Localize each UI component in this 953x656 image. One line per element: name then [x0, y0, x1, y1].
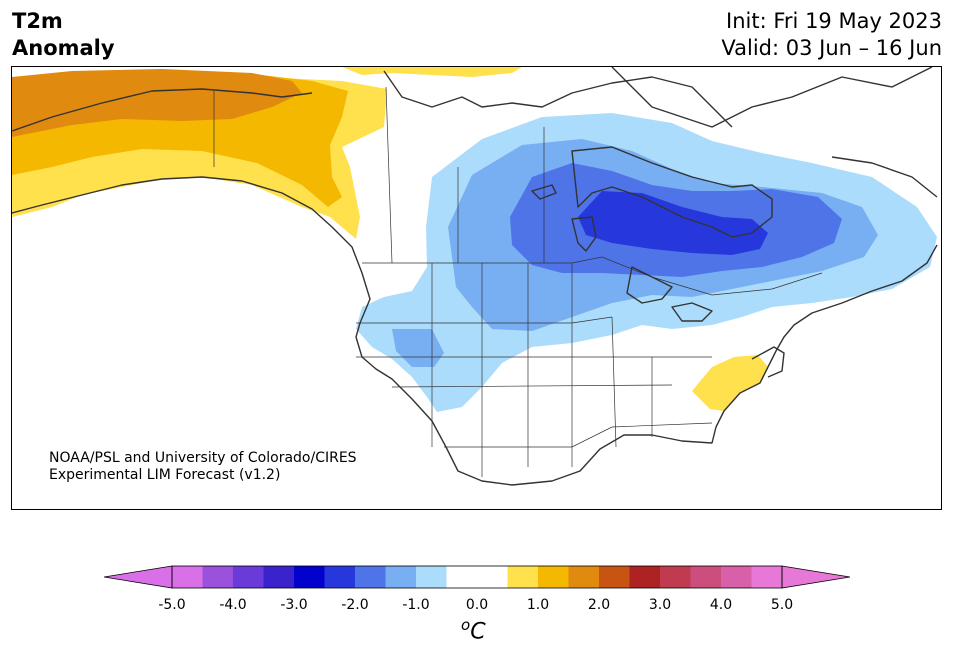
colorbar-segments	[172, 566, 783, 588]
anomaly-label: Anomaly	[12, 36, 115, 60]
colorbar-segment	[690, 566, 722, 588]
colorbar-segment	[233, 566, 264, 588]
colorbar-tick-label: -5.0	[158, 597, 186, 613]
colorbar-segment	[721, 566, 752, 588]
credit-text: NOAA/PSL and University of Colorado/CIRE…	[49, 450, 357, 484]
warm-region-southeast	[692, 355, 768, 411]
colorbar-segment	[263, 566, 295, 588]
colorbar-outline	[171, 565, 783, 589]
colorbar-segment	[660, 566, 691, 588]
colorbar-segment	[294, 566, 325, 588]
colorbar-tick-label: -1.0	[402, 597, 430, 613]
colorbar-tick-label: 5.0	[770, 597, 794, 613]
colorbar-tick-label: 3.0	[648, 597, 672, 613]
degree-superscript: o	[461, 616, 471, 634]
colorbar-tick-labels: -5.0 -4.0 -3.0 -2.0 -1.0 0.0 1.0 2.0 3.0 4.0 5.0	[0, 597, 953, 617]
init-date: Init: Fri 19 May 2023	[726, 9, 942, 33]
warm-region-alaska-strong	[12, 69, 302, 137]
colorbar-tick-label: 2.0	[587, 597, 611, 613]
map-title: T2m Anomaly	[12, 8, 115, 62]
cool-region-west	[392, 329, 444, 367]
colorbar-tick-label: -4.0	[219, 597, 247, 613]
colorbar-segment	[324, 566, 356, 588]
colorbar-tick-label: -3.0	[280, 597, 308, 613]
map-panel	[11, 66, 942, 510]
colorbar-segment	[355, 566, 386, 588]
forecast-dates: Init: Fri 19 May 2023 Valid: 03 Jun – 16…	[721, 8, 942, 62]
anomaly-map	[12, 67, 938, 486]
warm-region-northern-greenland-edge	[342, 67, 522, 77]
colorbar	[104, 565, 850, 589]
colorbar-segment	[629, 566, 661, 588]
colorbar-segment	[568, 566, 600, 588]
colorbar-segment	[446, 566, 508, 588]
colorbar-tick-label: 1.0	[526, 597, 550, 613]
cool-region-core	[578, 191, 768, 255]
colorbar-segment	[416, 566, 447, 588]
unit-label: oC	[461, 616, 486, 644]
political-borders	[213, 86, 823, 477]
credit-line-1: NOAA/PSL and University of Colorado/CIRE…	[49, 450, 357, 466]
colorbar-under-arrow	[104, 565, 173, 589]
variable-label: T2m	[12, 9, 63, 33]
credit-line-2: Experimental LIM Forecast (v1.2)	[49, 467, 281, 483]
colorbar-segment	[751, 566, 783, 588]
colorbar-over-arrow	[781, 565, 850, 589]
valid-range: Valid: 03 Jun – 16 Jun	[721, 36, 942, 60]
colorbar-tick-label: 4.0	[709, 597, 733, 613]
colorbar-tick-label: -2.0	[341, 597, 369, 613]
colorbar-segment	[202, 566, 234, 588]
colorbar-segment	[599, 566, 630, 588]
colorbar-segment	[172, 566, 203, 588]
colorbar-segment	[507, 566, 539, 588]
colorbar-segment	[385, 566, 417, 588]
unit-celsius: C	[470, 619, 486, 645]
colorbar-tick-label: 0.0	[465, 597, 489, 613]
coastlines	[12, 67, 938, 486]
colorbar-segment	[538, 566, 569, 588]
